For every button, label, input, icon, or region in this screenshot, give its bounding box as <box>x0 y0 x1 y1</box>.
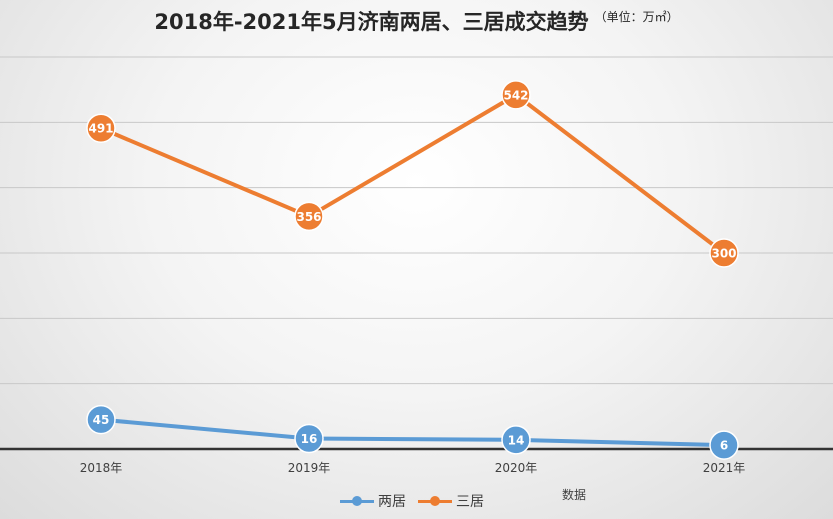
chart-subtitle: （单位：万㎡） <box>594 10 679 24</box>
x-tick-label: 2018年 <box>80 461 123 475</box>
data-label: 14 <box>508 433 525 447</box>
data-point <box>86 113 116 143</box>
data-point <box>294 201 324 232</box>
title-row: 2018年-2021年5月济南两居、三居成交趋势 （单位：万㎡） <box>0 6 833 36</box>
legend-label-three-room: 三居 <box>456 494 484 510</box>
data-markers: 45 16 14 6 491 356 542 300 <box>86 80 739 460</box>
data-point <box>86 404 116 435</box>
x-tick-label: 2021年 <box>703 461 746 475</box>
data-point <box>709 430 739 460</box>
legend-swatch-two-room <box>340 494 374 508</box>
data-point <box>294 423 324 454</box>
series-line <box>99 92 726 255</box>
data-label: 16 <box>301 432 318 446</box>
legend: 两居 三居 <box>0 490 833 514</box>
data-label: 45 <box>93 413 110 427</box>
data-label: 542 <box>503 88 528 102</box>
legend-label-two-room: 两居 <box>378 494 406 510</box>
x-tick-label: 2019年 <box>288 461 331 475</box>
series-lines <box>99 92 726 448</box>
legend-item-two-room[interactable]: 两居 <box>340 490 406 512</box>
legend-swatch-three-room <box>418 494 452 508</box>
legend-item-three-room[interactable]: 三居 <box>418 490 484 512</box>
data-label: 356 <box>296 210 321 224</box>
chart-title: 2018年-2021年5月济南两居、三居成交趋势 <box>154 10 589 34</box>
x-tick-label: 2020年 <box>495 461 538 475</box>
data-point <box>501 425 531 455</box>
x-axis: 2018年 2019年 2020年 2021年 <box>0 447 833 475</box>
data-side-label: 数据 <box>562 488 587 502</box>
data-label: 300 <box>711 247 736 261</box>
data-point <box>709 238 739 268</box>
data-label: 491 <box>88 122 113 136</box>
data-point <box>501 80 531 110</box>
data-label: 6 <box>720 439 728 453</box>
series-line <box>99 417 726 448</box>
gridlines <box>0 56 833 385</box>
